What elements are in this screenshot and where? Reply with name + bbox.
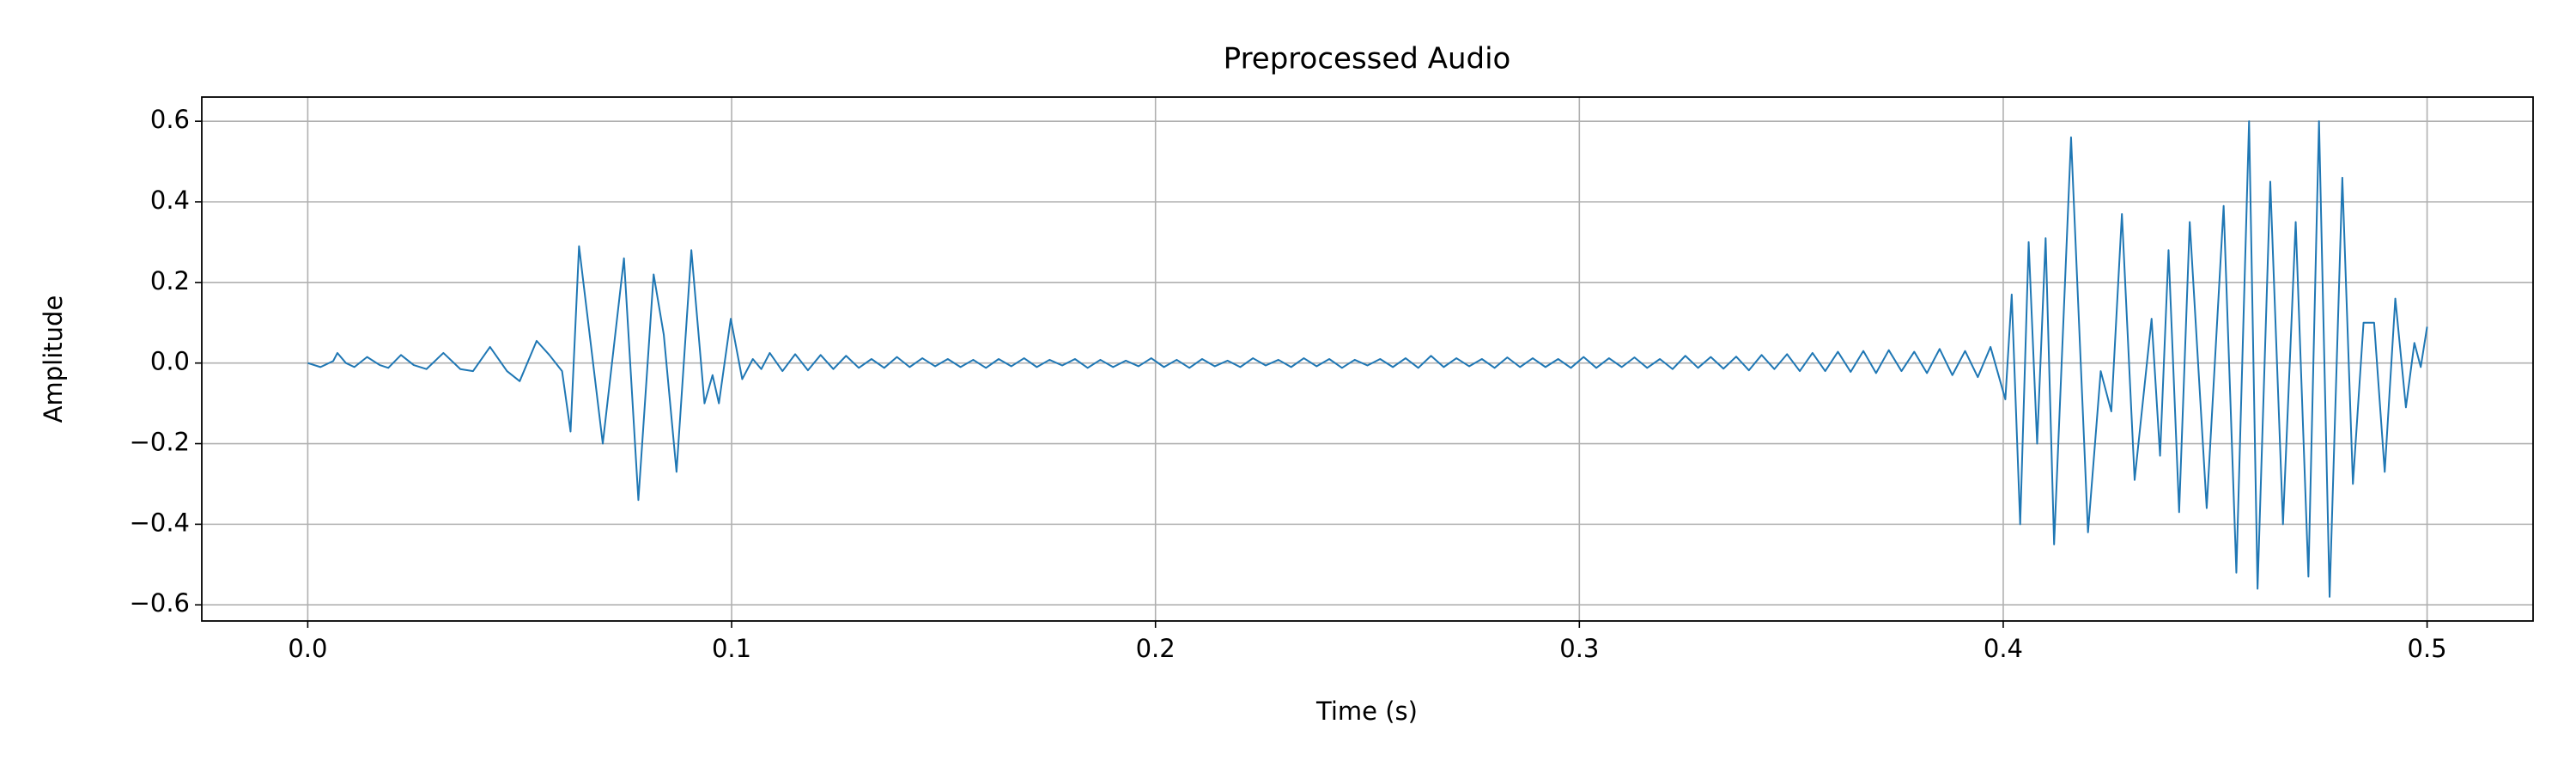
y-tick-label: 0.4 (150, 186, 190, 215)
y-tick-label: 0.6 (150, 105, 190, 134)
y-tick-label: −0.2 (130, 428, 190, 457)
y-tick-label: 0.2 (150, 266, 190, 295)
y-axis-label: Amplitude (39, 295, 68, 423)
x-tick-label: 0.1 (712, 634, 751, 663)
x-tick-label: 0.4 (1984, 634, 2023, 663)
x-tick-label: 0.0 (288, 634, 327, 663)
x-tick-label: 0.2 (1136, 634, 1176, 663)
plot-frame (201, 96, 2534, 622)
x-tick-label: 0.3 (1559, 634, 1599, 663)
y-tick-label: −0.4 (130, 508, 190, 537)
waveform-line (307, 120, 2428, 598)
y-tick-label: −0.6 (130, 588, 190, 618)
x-axis-label: Time (s) (1315, 697, 1418, 726)
y-tick-label: 0.0 (150, 347, 190, 376)
chart-title: Preprocessed Audio (1224, 42, 1511, 76)
x-tick-label: 0.5 (2408, 634, 2447, 663)
